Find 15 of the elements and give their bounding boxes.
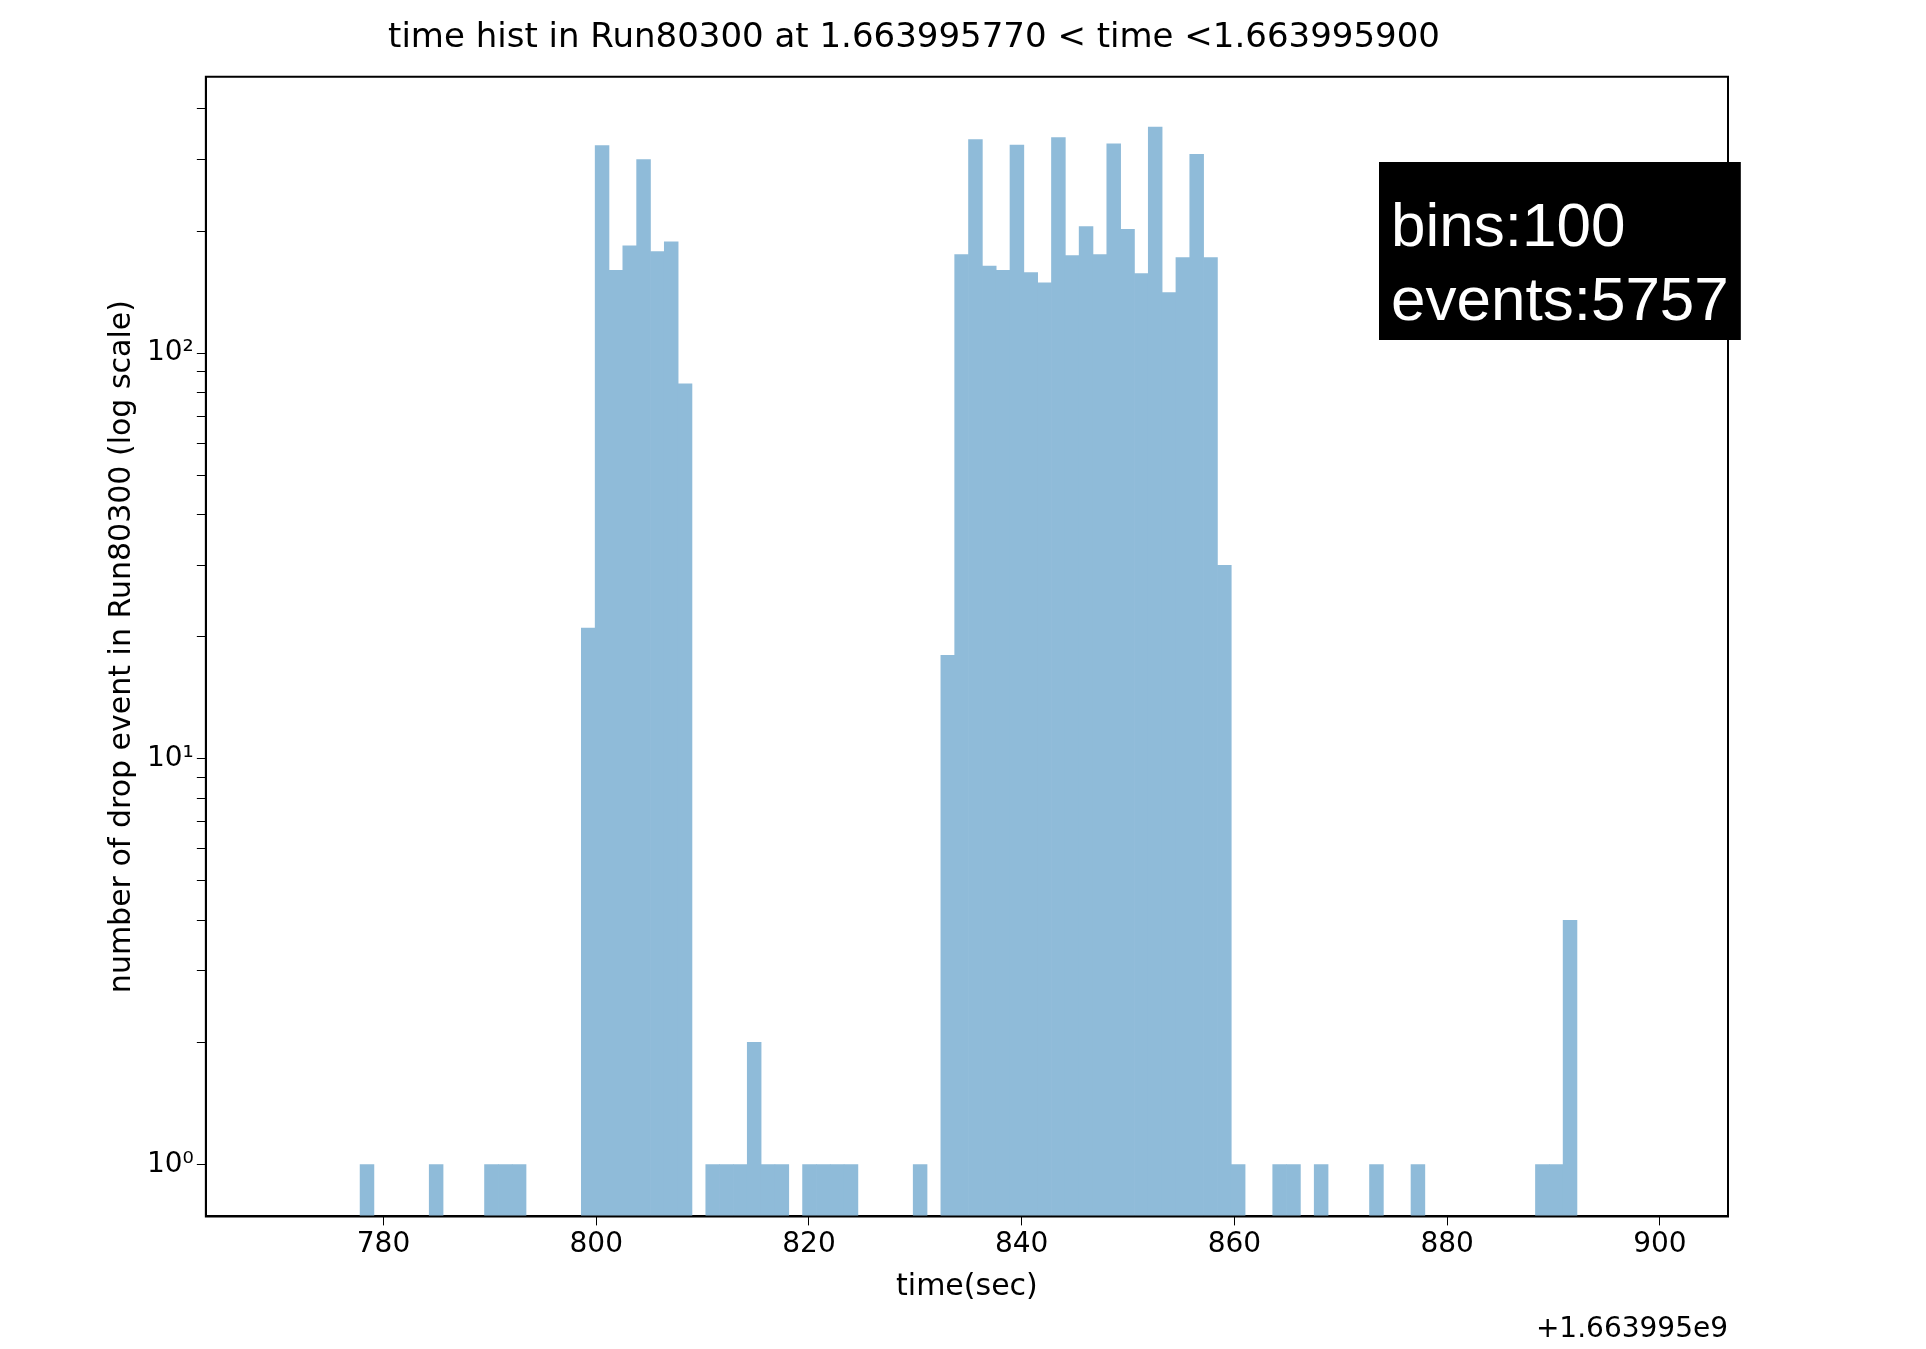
- text: +1.663995e9: [1535, 1311, 1728, 1344]
- x-tick-label: 860: [1207, 1226, 1262, 1260]
- x-tick-label: 880: [1420, 1226, 1474, 1260]
- annotation: bins:100 events:5757: [1391, 190, 1729, 333]
- x-tick-label: 800: [569, 1226, 623, 1260]
- x-axis-title: time(sec): [896, 1266, 1038, 1302]
- y-axis-title: number of drop event in Run80300 (log scale): [101, 300, 137, 994]
- y-tick-label: 10⁰: [146, 1145, 194, 1179]
- x-tick-label: 820: [782, 1226, 836, 1260]
- y-tick-label: 10¹: [146, 740, 194, 774]
- x-tick-label: 780: [356, 1226, 411, 1260]
- x-tick-label: 900: [1633, 1226, 1687, 1260]
- y-tick-label: 10²: [146, 334, 194, 368]
- x-tick-label: 840: [994, 1226, 1049, 1260]
- chart-title: time hist in Run80300 at 1.663995770 < time <1.663995900: [388, 15, 1440, 56]
